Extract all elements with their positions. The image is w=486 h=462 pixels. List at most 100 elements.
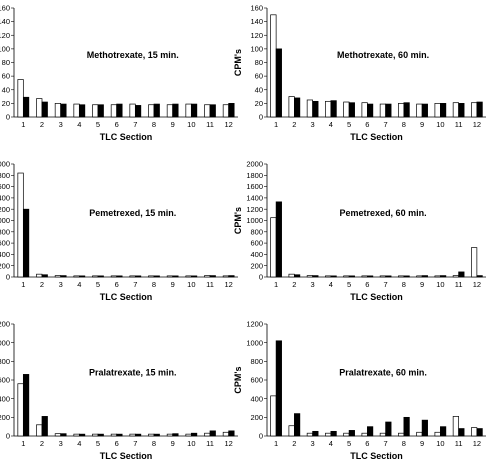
- bar: [458, 103, 465, 118]
- x-tick-label: 4: [77, 280, 81, 289]
- bar: [60, 275, 67, 278]
- y-tick-label: 1200: [246, 320, 263, 329]
- bar: [288, 96, 295, 118]
- bar: [471, 247, 478, 278]
- bar: [306, 275, 313, 278]
- x-tick-label: 11: [206, 120, 214, 129]
- bar: [54, 433, 62, 437]
- x-tick-label: 12: [473, 120, 481, 129]
- y-tick-label: 140: [250, 17, 263, 26]
- bar: [471, 427, 478, 437]
- y-tick-label: 600: [0, 376, 10, 385]
- bar: [222, 431, 230, 437]
- x-tick-label: 5: [347, 280, 351, 289]
- bar: [379, 275, 386, 278]
- bar: [361, 432, 368, 437]
- x-tick-label: 2: [292, 280, 296, 289]
- bar: [275, 48, 282, 118]
- bar: [73, 275, 80, 278]
- x-axis-label: TLC Section: [100, 292, 153, 302]
- bar: [185, 433, 192, 437]
- chart-title: Pemetrexed, 60 min.: [340, 208, 427, 218]
- y-tick-label: 40: [255, 85, 263, 94]
- y-tick-label: 200: [250, 413, 263, 422]
- bar: [330, 430, 337, 437]
- y-tick-label: 0: [259, 113, 263, 122]
- y-tick-label: 160: [0, 4, 10, 13]
- bar: [22, 374, 30, 437]
- bar: [361, 275, 368, 278]
- bar: [325, 275, 332, 278]
- bar: [476, 101, 483, 118]
- bar: [222, 275, 230, 278]
- bar: [275, 340, 282, 437]
- x-tick-label: 4: [329, 439, 333, 448]
- x-axis-label: TLC Section: [100, 451, 153, 461]
- x-tick-label: 8: [152, 280, 156, 289]
- chart-panel: 0200400600800100012001400160018002000123…: [0, 160, 238, 302]
- bar: [110, 433, 118, 437]
- bar: [22, 208, 30, 278]
- x-tick-label: 6: [365, 280, 369, 289]
- y-axis-label: CPM's: [233, 366, 243, 393]
- bar: [54, 275, 62, 278]
- x-tick-label: 8: [152, 120, 156, 129]
- x-tick-label: 11: [455, 280, 463, 289]
- x-tick-label: 9: [420, 120, 424, 129]
- bar: [116, 275, 123, 278]
- bar: [73, 103, 80, 118]
- bar: [343, 432, 350, 437]
- x-tick-label: 2: [292, 120, 296, 129]
- bar: [134, 275, 142, 278]
- bar: [452, 275, 459, 278]
- bar: [116, 103, 123, 118]
- x-tick-label: 1: [21, 439, 25, 448]
- bar: [17, 172, 24, 278]
- x-tick-label: 11: [206, 439, 214, 448]
- y-tick-label: 0: [6, 432, 10, 441]
- bar: [17, 79, 24, 118]
- y-tick-label: 200: [0, 261, 10, 270]
- chart-title: Pralatrexate, 15 min.: [89, 368, 177, 378]
- bar: [153, 275, 160, 278]
- bar: [434, 103, 441, 118]
- y-tick-label: 400: [250, 250, 263, 259]
- bar: [97, 104, 104, 118]
- y-tick-label: 1000: [0, 338, 10, 347]
- x-tick-label: 5: [96, 120, 100, 129]
- x-tick-label: 6: [365, 439, 369, 448]
- x-tick-label: 7: [384, 439, 388, 448]
- y-tick-label: 0: [6, 273, 10, 282]
- bar: [440, 103, 447, 118]
- y-tick-label: 600: [250, 239, 263, 248]
- bar: [367, 426, 374, 437]
- x-tick-label: 4: [77, 120, 81, 129]
- bar: [348, 102, 355, 118]
- bar: [36, 98, 43, 118]
- x-tick-label: 8: [152, 439, 156, 448]
- x-tick-label: 1: [21, 280, 25, 289]
- y-tick-label: 20: [2, 99, 10, 108]
- y-tick-label: 400: [250, 394, 263, 403]
- bar: [153, 103, 160, 118]
- bar: [421, 103, 428, 118]
- x-tick-label: 7: [133, 280, 137, 289]
- x-tick-label: 11: [206, 280, 214, 289]
- bar: [343, 101, 350, 118]
- bar: [92, 433, 99, 437]
- y-tick-label: 1800: [246, 171, 263, 180]
- y-tick-label: 1600: [0, 182, 10, 191]
- y-tick-label: 1600: [246, 182, 263, 191]
- bar: [148, 433, 155, 437]
- y-tick-label: 600: [0, 239, 10, 248]
- x-tick-label: 4: [77, 439, 81, 448]
- x-tick-label: 12: [224, 120, 232, 129]
- bar: [172, 433, 179, 437]
- y-tick-label: 20: [255, 99, 263, 108]
- bar: [209, 275, 216, 278]
- x-tick-label: 7: [133, 120, 137, 129]
- x-tick-label: 3: [59, 439, 63, 448]
